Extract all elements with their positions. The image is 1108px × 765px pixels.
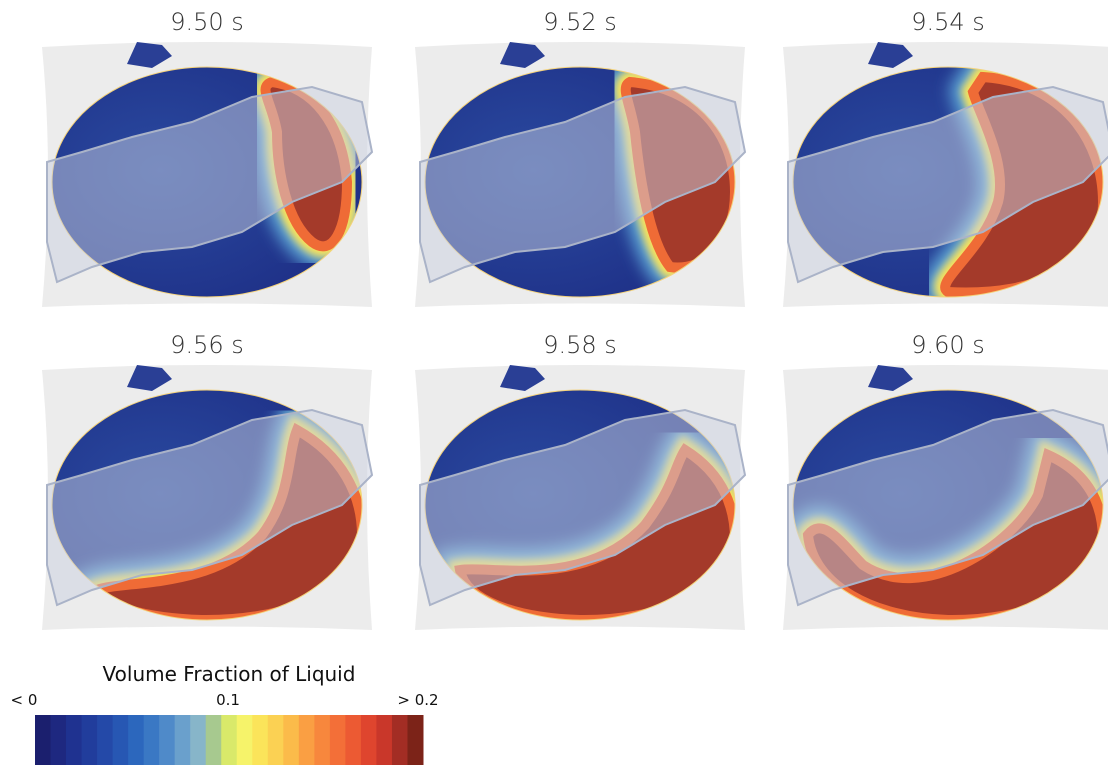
colorbar-step (237, 715, 253, 765)
colorbar-step (345, 715, 361, 765)
colorbar-step (51, 715, 67, 765)
colorbar-step (361, 715, 377, 765)
colorbar-step (252, 715, 268, 765)
colorbar-step (66, 715, 82, 765)
panel (42, 365, 372, 630)
colorbar-tick: > 0.2 (397, 691, 438, 709)
panel (783, 42, 1108, 307)
colorbar-step (299, 715, 315, 765)
colorbar-step (376, 715, 392, 765)
colorbar-tick: < 0 (11, 691, 38, 709)
panel (415, 42, 745, 307)
colorbar-step (113, 715, 129, 765)
panel-time: 9.58 s (543, 331, 617, 359)
colorbar-step (128, 715, 144, 765)
colorbar-tick: 0.1 (216, 691, 240, 709)
colorbar-step (407, 715, 423, 765)
panel-time: 9.50 s (170, 8, 244, 36)
colorbar (35, 715, 424, 765)
colorbar-step (283, 715, 299, 765)
colorbar-step (206, 715, 222, 765)
colorbar-step (175, 715, 191, 765)
colorbar-step (159, 715, 175, 765)
colorbar-step (221, 715, 237, 765)
panel-time: 9.56 s (170, 331, 244, 359)
colorbar-step (190, 715, 206, 765)
colorbar-step (144, 715, 160, 765)
panel-time: 9.54 s (911, 8, 985, 36)
colorbar-step (392, 715, 408, 765)
colorbar-step (314, 715, 330, 765)
colorbar-step (97, 715, 113, 765)
panel (415, 365, 745, 630)
colorbar-title: Volume Fraction of Liquid (103, 662, 356, 686)
colorbar-step (82, 715, 98, 765)
panel-time: 9.52 s (543, 8, 617, 36)
figure: Volume Fraction of Liquid < 0 0.1 > 0.2 … (0, 0, 1108, 765)
colorbar-step (268, 715, 284, 765)
colorbar-step (330, 715, 346, 765)
panel (783, 365, 1108, 630)
colorbar-step (35, 715, 51, 765)
panel-time: 9.60 s (911, 331, 985, 359)
panel (42, 42, 372, 307)
